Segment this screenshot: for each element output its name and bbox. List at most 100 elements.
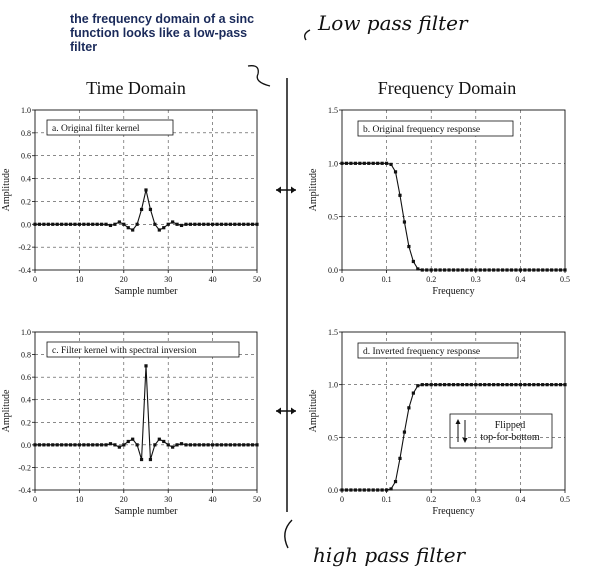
data-point (558, 383, 563, 387)
data-point (211, 222, 215, 226)
data-point (402, 430, 407, 434)
x-tick-label: 10 (75, 275, 83, 284)
x-tick-label: 10 (75, 495, 83, 504)
data-point (77, 443, 81, 447)
data-point (474, 268, 478, 272)
x-tick-label: 0 (340, 495, 344, 504)
x-tick-label: 0.4 (515, 275, 525, 284)
data-point (157, 437, 161, 441)
data-point (362, 161, 366, 165)
data-point (95, 443, 99, 447)
y-tick-label: 0.8 (21, 129, 31, 138)
handwriting-top-hook (303, 29, 311, 41)
y-tick-label: 1.0 (21, 328, 31, 337)
data-point (250, 222, 255, 226)
data-point (456, 383, 460, 387)
data-point (438, 383, 442, 387)
panel-label: c. Filter kernel with spectral inversion (52, 346, 197, 356)
data-point (42, 443, 46, 447)
data-point (73, 222, 77, 226)
data-point (402, 220, 407, 224)
plot-frame (341, 331, 566, 491)
data-point (126, 439, 130, 444)
data-point (380, 488, 384, 492)
data-point (393, 170, 398, 174)
data-point (37, 443, 42, 447)
data-point (237, 443, 241, 447)
panel-label: a. Original filter kernel (52, 123, 140, 134)
data-point (483, 268, 487, 272)
data-point (153, 443, 157, 447)
data-point (162, 226, 166, 230)
series-line (342, 162, 565, 271)
data-point (447, 383, 451, 387)
handwriting-bottom: high pass filter (313, 543, 467, 567)
data-point (376, 161, 380, 165)
data-point (349, 161, 353, 165)
data-point (255, 443, 259, 447)
data-point (550, 268, 554, 272)
y-axis-label: Amplitude (1, 389, 12, 432)
double-arrow-icon (276, 407, 296, 415)
x-tick-label: 0.5 (560, 275, 570, 284)
data-point (184, 222, 188, 226)
data-point (233, 443, 237, 447)
data-point (496, 268, 500, 272)
flip-annotation: Flipped top-for-bottom (449, 413, 553, 449)
series-line (35, 365, 257, 460)
data-point (64, 222, 68, 226)
data-point (153, 222, 157, 226)
x-tick-label: 0.5 (560, 495, 570, 504)
data-point (193, 443, 197, 447)
data-point (144, 364, 148, 368)
annotation-note: the frequency domain of a sinc function … (70, 12, 254, 54)
data-point (425, 383, 429, 387)
y-tick-label: 0.6 (21, 373, 31, 382)
data-point (100, 443, 104, 447)
data-point (514, 383, 518, 387)
y-tick-label: 0.5 (328, 433, 338, 442)
data-point (73, 443, 77, 447)
data-point (33, 222, 37, 226)
panel-label-box (46, 119, 174, 136)
data-point (122, 443, 126, 447)
data-point (86, 443, 90, 447)
data-point (358, 161, 362, 165)
x-tick-label: 0 (340, 275, 344, 284)
data-point (100, 222, 104, 226)
panel-label-box (46, 341, 240, 358)
data-point (250, 443, 255, 447)
data-point (505, 268, 509, 272)
data-point (545, 268, 549, 272)
x-tick-label: 50 (253, 275, 261, 284)
data-point (376, 488, 380, 492)
x-tick-label: 0.2 (426, 275, 436, 284)
x-tick-label: 30 (164, 275, 172, 284)
x-axis-label: Sample number (114, 506, 178, 517)
data-point (246, 222, 250, 226)
x-tick-label: 0.3 (471, 275, 481, 284)
data-point (171, 220, 175, 224)
data-point (558, 268, 563, 272)
data-point (122, 222, 126, 226)
data-point (518, 268, 522, 272)
x-tick-label: 0 (33, 275, 37, 284)
data-point (469, 268, 473, 272)
data-point (500, 383, 505, 387)
data-point (193, 222, 197, 226)
data-point (91, 222, 95, 226)
data-point (139, 457, 144, 462)
data-point (131, 228, 135, 232)
y-tick-label: 0.5 (328, 213, 338, 222)
data-point (171, 445, 175, 449)
data-point (179, 442, 184, 446)
data-point (398, 193, 402, 197)
y-axis-label: Amplitude (308, 389, 319, 432)
data-point (108, 442, 113, 446)
y-tick-label: 0.2 (21, 197, 31, 206)
x-tick-label: 20 (120, 275, 128, 284)
data-point (144, 188, 148, 192)
data-point (420, 268, 424, 272)
data-point (206, 443, 210, 447)
data-point (37, 222, 42, 226)
